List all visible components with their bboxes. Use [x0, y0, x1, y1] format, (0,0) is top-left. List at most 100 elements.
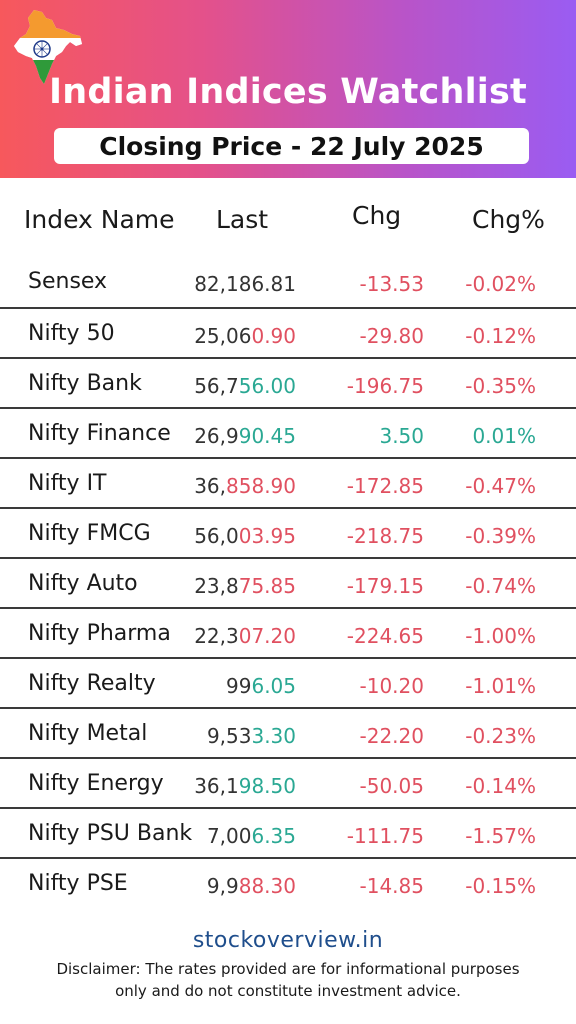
last-price: 82,186.81 [194, 272, 296, 296]
last-price-tail: 858.90 [226, 474, 296, 498]
index-name: Nifty 50 [28, 321, 115, 346]
index-name: Nifty PSU Bank [28, 821, 193, 846]
last-price: 36,198.50 [194, 774, 296, 798]
change-percent: -1.01% [465, 674, 536, 698]
change-value: -218.75 [346, 524, 424, 548]
index-name: Nifty PSE [28, 871, 128, 896]
change-value: -29.80 [359, 324, 424, 348]
table-row: Nifty IT 36,858.90 -172.85 -0.47% [0, 457, 576, 507]
change-percent: -0.74% [465, 574, 536, 598]
last-price-tail: 75.85 [238, 574, 296, 598]
table-row: Nifty Realty 996.05 -10.20 -1.01% [0, 657, 576, 707]
last-price-tail: 03.95 [238, 524, 296, 548]
last-price: 26,990.45 [194, 424, 296, 448]
index-name: Sensex [28, 269, 108, 294]
last-price: 7,006.35 [207, 824, 296, 848]
table-row: Nifty Finance 26,990.45 3.50 0.01% [0, 407, 576, 457]
last-price-head: 99 [226, 674, 252, 698]
index-name: Nifty Realty [28, 671, 156, 696]
last-price: 56,756.00 [194, 374, 296, 398]
change-value: -179.15 [346, 574, 424, 598]
index-name: Nifty Metal [28, 721, 148, 746]
change-value: -224.65 [346, 624, 424, 648]
last-price: 9,988.30 [207, 874, 296, 898]
column-header-last: Last [216, 205, 269, 234]
change-value: -111.75 [346, 824, 424, 848]
change-percent: -0.23% [465, 724, 536, 748]
table-row: Nifty FMCG 56,003.95 -218.75 -0.39% [0, 507, 576, 557]
table-row: Nifty 50 25,060.90 -29.80 -0.12% [0, 307, 576, 357]
change-percent: -0.47% [465, 474, 536, 498]
change-percent: -0.15% [465, 874, 536, 898]
last-price-tail: 6.35 [251, 824, 296, 848]
change-value: -196.75 [346, 374, 424, 398]
last-price-tail: 0.90 [251, 324, 296, 348]
last-price-tail: 6.05 [251, 674, 296, 698]
last-price-head: 56,0 [194, 524, 239, 548]
index-name: Nifty FMCG [28, 521, 151, 546]
last-price-head: 22,3 [194, 624, 239, 648]
change-value: 3.50 [379, 424, 424, 448]
change-value: -22.20 [359, 724, 424, 748]
index-name: Nifty Energy [28, 771, 164, 796]
table-row: Nifty Energy 36,198.50 -50.05 -0.14% [0, 757, 576, 807]
site-link[interactable]: stockoverview.in [192, 928, 384, 953]
last-price-head: 36,1 [194, 774, 239, 798]
subtitle-box: Closing Price - 22 July 2025 [54, 128, 529, 164]
page-subtitle: Closing Price - 22 July 2025 [99, 131, 484, 161]
last-price-head: 23,8 [194, 574, 239, 598]
last-price-tail: 56.00 [238, 374, 296, 398]
change-value: -14.85 [359, 874, 424, 898]
column-header-chg-pct: Chg% [472, 205, 545, 234]
last-price-tail: 90.45 [238, 424, 296, 448]
last-price: 25,060.90 [194, 324, 296, 348]
table-row: Sensex 82,186.81 -13.53 -0.02% [0, 257, 576, 307]
last-price: 23,875.85 [194, 574, 296, 598]
index-name: Nifty Bank [28, 371, 142, 396]
last-price-tail: 98.50 [238, 774, 296, 798]
change-percent: 0.01% [472, 424, 536, 448]
change-percent: -0.39% [465, 524, 536, 548]
change-percent: -0.14% [465, 774, 536, 798]
last-price-tail: 07.20 [238, 624, 296, 648]
change-percent: -1.57% [465, 824, 536, 848]
change-percent: -0.02% [465, 272, 536, 296]
table-row: Nifty Metal 9,533.30 -22.20 -0.23% [0, 707, 576, 757]
last-price-tail: 3.30 [251, 724, 296, 748]
index-name: Nifty Auto [28, 571, 138, 596]
change-value: -10.20 [359, 674, 424, 698]
change-value: -172.85 [346, 474, 424, 498]
last-price-tail: 88.30 [238, 874, 296, 898]
table-row: Nifty Auto 23,875.85 -179.15 -0.74% [0, 557, 576, 607]
last-price: 996.05 [226, 674, 296, 698]
column-header-chg: Chg [352, 201, 402, 230]
change-value: -13.53 [359, 272, 424, 296]
change-percent: -1.00% [465, 624, 536, 648]
disclaimer-text: Disclaimer: The rates provided are for i… [56, 960, 520, 1000]
index-name: Nifty Finance [28, 421, 171, 446]
last-price-head: 7,00 [206, 824, 252, 848]
table-row: Nifty Bank 56,756.00 -196.75 -0.35% [0, 357, 576, 407]
header-banner: Indian Indices Watchlist Closing Price -… [0, 0, 576, 178]
table-header: Index Name Last Chg Chg% [0, 201, 576, 245]
index-name: Nifty IT [28, 471, 107, 496]
last-price: 36,858.90 [194, 474, 296, 498]
india-map-flag-icon [14, 10, 82, 84]
indices-table: Sensex 82,186.81 -13.53 -0.02% Nifty 50 25,06… [0, 257, 576, 907]
last-price: 22,307.20 [194, 624, 296, 648]
last-price: 9,533.30 [207, 724, 296, 748]
index-name: Nifty Pharma [28, 621, 171, 646]
last-price-head: 25,06 [194, 324, 252, 348]
column-header-name: Index Name [24, 205, 175, 234]
last-price: 56,003.95 [194, 524, 296, 548]
last-price-head: 9,53 [206, 724, 252, 748]
last-price-head: 56,7 [194, 374, 239, 398]
change-percent: -0.12% [465, 324, 536, 348]
last-price-head: 26,9 [194, 424, 239, 448]
change-percent: -0.35% [465, 374, 536, 398]
change-value: -50.05 [359, 774, 424, 798]
table-row: Nifty Pharma 22,307.20 -224.65 -1.00% [0, 607, 576, 657]
last-price-head: 9,9 [206, 874, 239, 898]
page-title: Indian Indices Watchlist [49, 72, 527, 112]
table-row: Nifty PSE 9,988.30 -14.85 -0.15% [0, 857, 576, 907]
